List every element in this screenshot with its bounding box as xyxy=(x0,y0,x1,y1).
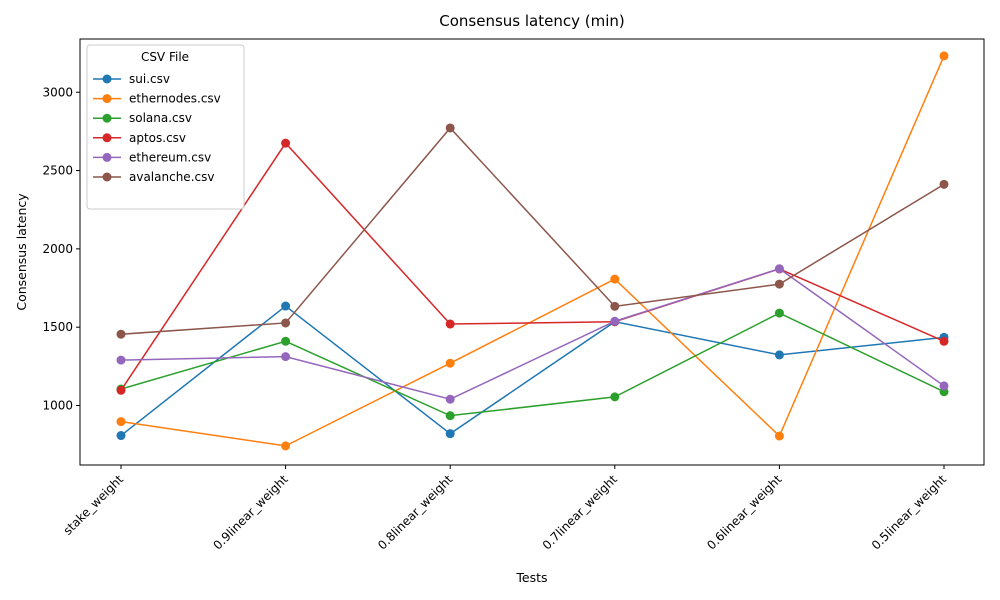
legend-entry: solana.csv xyxy=(93,111,192,125)
data-point xyxy=(116,329,126,339)
data-point xyxy=(445,429,455,439)
series-line xyxy=(120,141,945,391)
legend: CSV File sui.csv ethernodes.csv solana.csv… xyxy=(86,44,245,210)
data-point xyxy=(939,51,949,61)
series-avalanche xyxy=(116,123,949,339)
data-point xyxy=(116,417,126,427)
data-point xyxy=(116,385,126,395)
series-line xyxy=(120,267,945,401)
legend-marker xyxy=(102,152,112,162)
legend-entry: ethernodes.csv xyxy=(93,92,221,106)
y-tick-label: 3000 xyxy=(42,85,73,99)
data-point xyxy=(774,431,784,441)
legend-marker xyxy=(102,113,112,123)
y-tick-label: 1500 xyxy=(42,320,73,334)
x-axis-label: Tests xyxy=(515,570,547,585)
legend-marker xyxy=(102,74,112,84)
data-point xyxy=(939,336,949,346)
data-point xyxy=(939,179,949,189)
y-tick-label: 2500 xyxy=(42,164,73,178)
series-ethernodes xyxy=(116,51,949,451)
data-point xyxy=(281,301,291,311)
data-point xyxy=(774,279,784,289)
series-line xyxy=(120,55,945,447)
legend-entry: aptos.csv xyxy=(93,131,186,145)
legend-entry: sui.csv xyxy=(93,72,170,86)
data-point xyxy=(774,264,784,274)
data-point xyxy=(445,411,455,421)
series-line xyxy=(120,126,945,335)
axes-frame xyxy=(79,38,985,466)
legend-entry: ethereum.csv xyxy=(93,150,211,164)
y-tick-label: 1000 xyxy=(42,398,73,412)
data-point xyxy=(281,336,291,346)
data-point xyxy=(281,138,291,148)
legend-marker xyxy=(102,133,112,143)
legend-label: ethereum.csv xyxy=(129,150,211,164)
legend-label: solana.csv xyxy=(129,111,192,125)
data-point xyxy=(281,318,291,328)
data-point xyxy=(445,123,455,133)
data-point xyxy=(610,301,620,311)
data-point xyxy=(445,358,455,368)
data-point xyxy=(939,381,949,391)
data-point xyxy=(281,441,291,451)
y-axis-label: Consensus latency xyxy=(14,193,29,311)
chart-title: Consensus latency (min) xyxy=(439,12,624,30)
legend-title: CSV File xyxy=(141,50,189,64)
data-point xyxy=(445,319,455,329)
series-line xyxy=(120,312,945,417)
legend-label: avalanche.csv xyxy=(129,170,214,184)
legend-frame xyxy=(86,44,245,210)
series-line xyxy=(120,305,945,437)
data-point xyxy=(116,355,126,365)
plot-area xyxy=(116,51,949,451)
legend-marker xyxy=(102,94,112,104)
series-ethereum xyxy=(116,264,949,404)
data-point xyxy=(445,394,455,404)
y-tick-label: 2000 xyxy=(42,242,73,256)
legend-label: ethernodes.csv xyxy=(129,92,221,106)
data-point xyxy=(774,308,784,318)
data-point xyxy=(610,274,620,284)
data-point xyxy=(610,316,620,326)
data-point xyxy=(281,352,291,362)
data-point xyxy=(774,350,784,360)
legend-marker xyxy=(102,172,112,182)
y-axis: 1000 1500 2000 2500 3000 xyxy=(42,85,80,412)
data-point xyxy=(610,392,620,402)
legend-entry: avalanche.csv xyxy=(93,170,214,184)
data-point xyxy=(116,431,126,441)
legend-label: sui.csv xyxy=(129,72,170,86)
legend-label: aptos.csv xyxy=(129,131,186,145)
